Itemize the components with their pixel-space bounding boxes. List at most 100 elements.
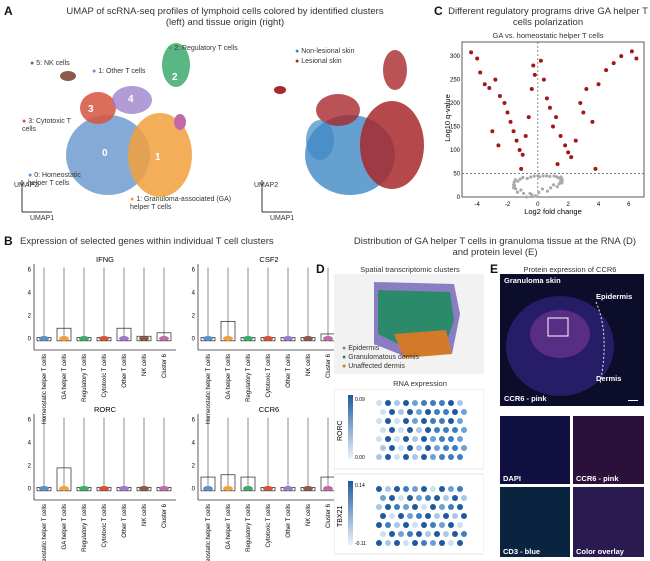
volcano-point bbox=[469, 50, 474, 55]
violin-category-label: Cluster 6 bbox=[326, 353, 332, 378]
violin-category-label: GA helper T cells bbox=[226, 354, 232, 399]
cluster-label-1: ● 1: Granuloma-associated (GA) helper T … bbox=[130, 196, 232, 211]
violin-ytick: 4 bbox=[192, 441, 196, 447]
violin-body bbox=[203, 336, 213, 342]
tbx21-spot bbox=[385, 504, 391, 510]
spatial-title: Spatial transcriptomic clusters bbox=[360, 265, 460, 274]
rorc-spot bbox=[439, 418, 445, 424]
tbx21-spot bbox=[416, 495, 422, 501]
violin-category-label: Homeostatic helper T cells bbox=[206, 504, 212, 561]
rorc-max: 0.09 bbox=[355, 397, 365, 403]
tbx21-spot bbox=[376, 522, 382, 528]
rorc-spot bbox=[394, 454, 400, 460]
rorc-min: 0.00 bbox=[355, 455, 365, 461]
volcano-point-ns bbox=[512, 186, 516, 190]
violin-body bbox=[99, 486, 109, 492]
rorc-spot bbox=[407, 445, 413, 451]
tbx21-spot bbox=[394, 504, 400, 510]
rorc-spot bbox=[412, 400, 418, 406]
tbx21-spot bbox=[443, 513, 449, 519]
violin-ytick: 0 bbox=[192, 487, 196, 493]
panel-letter-d: D bbox=[316, 262, 325, 276]
volcano-point bbox=[493, 77, 498, 82]
umap1-label-right: UMAP1 bbox=[270, 215, 295, 222]
ccr6-pink-label: CCR6 - pink bbox=[504, 394, 547, 403]
tbx21-max: 0.14 bbox=[355, 483, 365, 489]
volcano-point bbox=[502, 101, 507, 106]
rorc-spot bbox=[385, 400, 391, 406]
tbx21-spot bbox=[380, 531, 386, 537]
rorc-gene-label: RORC bbox=[337, 420, 344, 441]
rorc-spot bbox=[403, 400, 409, 406]
rorc-spot bbox=[457, 400, 463, 406]
volcano-point-ns bbox=[552, 174, 556, 178]
volcano-point bbox=[555, 162, 560, 167]
tbx21-spot bbox=[394, 486, 400, 492]
violin-body bbox=[283, 486, 293, 492]
violin-body bbox=[223, 486, 233, 492]
cluster-num-1: 1 bbox=[155, 152, 161, 163]
cluster-label-other-t: ● 1: Other T cells bbox=[92, 68, 146, 75]
panel-d-title: Distribution of GA helper T cells in gra… bbox=[353, 236, 637, 258]
volcano-point bbox=[517, 148, 522, 153]
volcano-point-ns bbox=[544, 174, 549, 178]
violin-category-label: GA helper T cells bbox=[62, 504, 68, 549]
violin-category-label: Cytotoxic T cells bbox=[102, 354, 108, 397]
volcano-point bbox=[541, 77, 546, 82]
tbx21-spot bbox=[425, 495, 431, 501]
rorc-spot bbox=[425, 427, 431, 433]
legend-epidermis: ● Epidermis bbox=[342, 345, 380, 352]
volcano-point bbox=[619, 54, 624, 59]
rorc-spot bbox=[416, 427, 422, 433]
cluster-num-0: 0 bbox=[102, 148, 108, 159]
volcano-xlabel: Log2 fold change bbox=[524, 207, 582, 216]
cluster-5-cloud bbox=[60, 71, 76, 81]
tbx21-spot bbox=[439, 540, 445, 546]
tbx21-spot bbox=[452, 495, 458, 501]
volcano-xtick: -2 bbox=[505, 202, 511, 208]
dapi-tile: DAPI bbox=[500, 416, 570, 484]
tbx21-spot bbox=[430, 522, 436, 528]
violin-category-label: Homeostatic helper T cells bbox=[206, 354, 212, 424]
panel-c-title: Different regulatory programs drive GA h… bbox=[448, 6, 648, 28]
violin-ytick: 6 bbox=[28, 418, 32, 424]
rorc-spot bbox=[376, 418, 382, 424]
violin-body bbox=[119, 486, 129, 492]
volcano-point-ns bbox=[549, 186, 553, 190]
rorc-spot bbox=[376, 454, 382, 460]
violin-ytick: 4 bbox=[28, 441, 32, 447]
tbx21-spot bbox=[461, 531, 467, 537]
rorc-spot bbox=[439, 454, 445, 460]
violin-body bbox=[119, 336, 129, 342]
violin-category-label: Other T cells bbox=[122, 504, 128, 538]
granuloma-skin-label: Granuloma skin bbox=[504, 276, 561, 285]
volcano-point-ns bbox=[516, 179, 520, 183]
rorc-spot bbox=[394, 436, 400, 442]
volcano-point bbox=[508, 119, 513, 124]
rorc-spot bbox=[421, 418, 427, 424]
volcano-point-ns bbox=[525, 195, 529, 199]
violin-category-label: Cluster 6 bbox=[326, 503, 332, 528]
volcano-point bbox=[505, 110, 510, 115]
rorc-spot bbox=[425, 409, 431, 415]
dermis-label: Dermis bbox=[596, 374, 622, 383]
tbx21-spot bbox=[457, 486, 463, 492]
violin-category-label: Regulatory T cells bbox=[82, 354, 88, 402]
rorc-spot bbox=[457, 418, 463, 424]
rorc-spot bbox=[457, 436, 463, 442]
volcano-point bbox=[475, 56, 480, 61]
rorc-spot bbox=[380, 409, 386, 415]
umap1-label-left: UMAP1 bbox=[30, 215, 55, 222]
rorc-spot bbox=[412, 454, 418, 460]
rorc-spot bbox=[448, 436, 454, 442]
tbx21-spot bbox=[430, 486, 436, 492]
violin-category-label: Cytotoxic T cells bbox=[266, 354, 272, 397]
tbx21-spot bbox=[376, 486, 382, 492]
tbx21-spot bbox=[389, 513, 395, 519]
volcano-point bbox=[584, 86, 589, 91]
tbx21-spot bbox=[398, 495, 404, 501]
rorc-spot bbox=[425, 445, 431, 451]
volcano-point-ns bbox=[533, 194, 537, 198]
panel-letter-c: C bbox=[434, 4, 443, 18]
violin-body bbox=[79, 336, 89, 342]
